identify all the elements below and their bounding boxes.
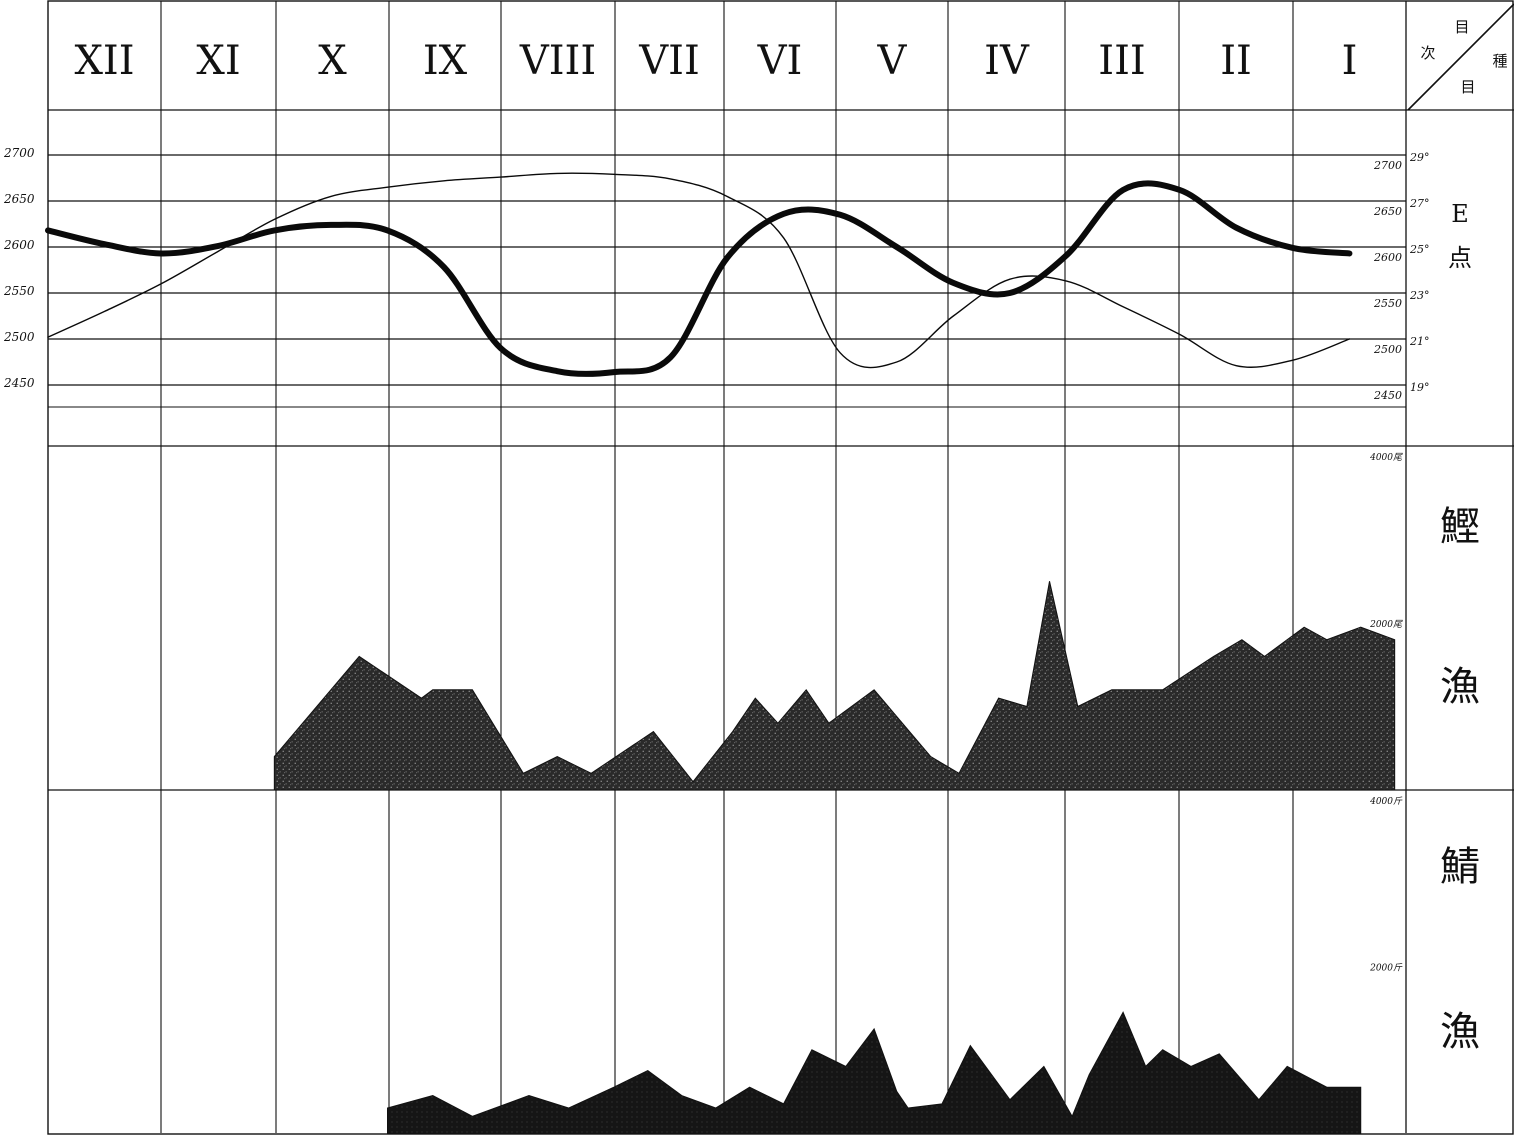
left-axis-ticks: 2700 2650 2600 2550 2500 2450 xyxy=(3,146,35,390)
row-label-top-1: E xyxy=(1451,200,1469,228)
right-outer-tick-label: 27° xyxy=(1409,197,1430,210)
row-label-mackerel-2: 漁 xyxy=(1440,1009,1480,1055)
right-inner-tick-label: 2450 xyxy=(1373,389,1402,402)
skipjack-area xyxy=(273,581,1396,791)
thick-line-series xyxy=(45,180,1353,378)
month-label: I xyxy=(1342,38,1358,84)
right-outer-tick-label: 25° xyxy=(1409,243,1430,256)
month-label: IV xyxy=(984,38,1030,84)
row-label-skipjack-1: 鰹 xyxy=(1440,504,1480,550)
month-label: VIII xyxy=(519,38,596,84)
left-tick-label: 2650 xyxy=(3,192,35,206)
right-outer-tick-label: 21° xyxy=(1409,335,1430,348)
area-scale-labels: 4000尾 2000尾 4000斤 2000斤 xyxy=(1369,452,1403,974)
row-label-skipjack-2: 漁 xyxy=(1440,664,1480,710)
right-inner-tick-label: 2650 xyxy=(1373,205,1402,218)
grid-frame xyxy=(47,0,1514,1135)
month-label: III xyxy=(1098,38,1145,84)
corner-top-label: 目 xyxy=(1454,18,1469,36)
left-tick-label: 2450 xyxy=(3,376,35,390)
area-series xyxy=(273,581,1396,1134)
month-label: VI xyxy=(757,38,803,84)
month-label: XI xyxy=(196,38,240,84)
row-label-top-2: 点 xyxy=(1448,244,1472,272)
corner-left-label: 次 xyxy=(1420,44,1435,62)
left-tick-label: 2550 xyxy=(3,284,35,298)
row-label-top: E 点 xyxy=(1448,200,1472,272)
skipjack-scale-label: 4000尾 xyxy=(1369,452,1403,463)
row-label-skipjack: 鰹 漁 xyxy=(1440,504,1480,710)
month-header: XII XI X IX VIII VII VI V IV III II I xyxy=(74,38,1357,84)
line-series xyxy=(45,172,1353,378)
right-inner-tick-label: 2550 xyxy=(1373,297,1402,310)
corner-cell: 目 次 種 目 xyxy=(1407,3,1514,111)
month-label: IX xyxy=(423,38,468,84)
mackerel-scale-label: 4000斤 xyxy=(1369,796,1403,807)
thin-line-series xyxy=(47,172,1351,369)
left-tick-label: 2700 xyxy=(3,146,35,160)
right-inner-tick-label: 2500 xyxy=(1373,343,1402,356)
left-tick-label: 2500 xyxy=(3,330,35,344)
right-outer-tick-label: 23° xyxy=(1409,289,1430,302)
corner-diagonal xyxy=(1407,3,1514,111)
month-label: II xyxy=(1220,38,1252,84)
month-label: XII xyxy=(74,38,134,84)
right-outer-tick-label: 29° xyxy=(1409,151,1430,164)
month-label: V xyxy=(877,38,908,84)
right-inner-tick-label: 2600 xyxy=(1373,251,1402,264)
month-label: VII xyxy=(638,38,700,84)
row-label-mackerel: 鯖 漁 xyxy=(1440,844,1480,1055)
mackerel-scale-label: 2000斤 xyxy=(1369,963,1403,974)
corner-right-label: 種 xyxy=(1492,52,1507,70)
left-tick-label: 2600 xyxy=(3,238,35,252)
corner-bottom-label: 目 xyxy=(1460,78,1475,96)
mackerel-area xyxy=(387,1011,1362,1134)
grid-lines xyxy=(47,0,1514,1135)
skipjack-scale-label: 2000尾 xyxy=(1369,619,1403,630)
month-label: X xyxy=(318,38,347,84)
row-label-mackerel-1: 鯖 xyxy=(1440,844,1480,890)
right-outer-tick-label: 19° xyxy=(1410,381,1430,394)
right-axis-ticks: 2700 2650 2600 2550 2500 2450 29° 27° 25° 23° 21° 1… xyxy=(1373,151,1430,402)
right-inner-tick-label: 2700 xyxy=(1373,159,1402,172)
